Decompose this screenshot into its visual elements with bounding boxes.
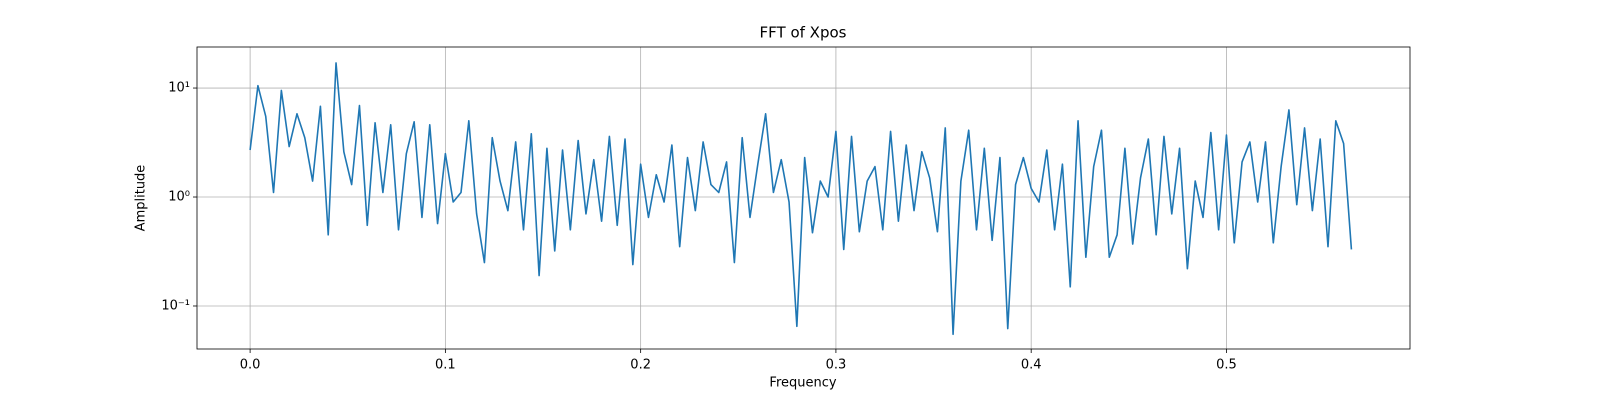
line-series bbox=[249, 62, 1353, 336]
x-tick-label: 0.2 bbox=[630, 358, 651, 373]
y-axis-label: Amplitude bbox=[134, 165, 149, 232]
chart-title: FFT of Xpos bbox=[760, 24, 847, 42]
x-tick-label: 0.0 bbox=[240, 358, 261, 373]
x-axis-label: Frequency bbox=[769, 376, 836, 391]
x-tick-label: 0.4 bbox=[1021, 358, 1042, 373]
x-tick-label: 0.5 bbox=[1216, 358, 1237, 373]
plot-frame bbox=[196, 46, 1411, 350]
x-tick-label: 0.3 bbox=[826, 358, 847, 373]
y-tick-label: 10¹ bbox=[168, 81, 190, 96]
y-tick-label: 10⁰ bbox=[168, 190, 190, 205]
y-tick-label: 10⁻¹ bbox=[161, 298, 190, 313]
x-tick-label: 0.1 bbox=[435, 358, 456, 373]
